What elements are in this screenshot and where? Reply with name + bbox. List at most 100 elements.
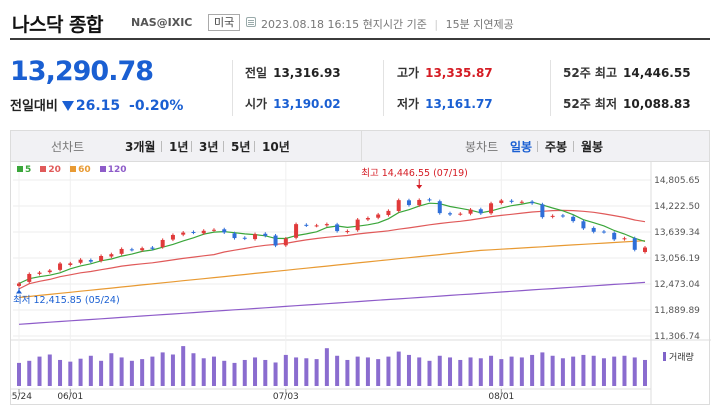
volume-bar (304, 358, 309, 386)
high-arrow-head (416, 185, 423, 190)
low-annotation: 최저 12,415.85 (05/24) (13, 295, 120, 306)
x-tick-label: 06/01 (57, 392, 83, 402)
candle-body (643, 247, 647, 253)
volume-bar (140, 359, 145, 386)
volume-bar (294, 357, 299, 386)
ma60-line (18, 240, 646, 299)
volume-bar (591, 355, 596, 386)
x-tick-label: 08/01 (488, 392, 514, 402)
tab-1year[interactable]: 1년 (169, 140, 189, 154)
candle-body (437, 201, 442, 214)
volume-label: 거래량 (663, 350, 694, 363)
volume-bar (160, 352, 165, 386)
volume-bar (68, 361, 73, 386)
tab-10years[interactable]: 10년 (262, 140, 290, 154)
price-chart[interactable]: 14,805.65 14,222.50 13,639.34 13,056.19 12,4… (10, 162, 711, 405)
volume-bar (17, 362, 21, 386)
tab-weekly[interactable]: 주봉 (545, 140, 568, 154)
candle-body (591, 227, 596, 232)
volume-bar (530, 354, 535, 386)
candle-body (560, 215, 565, 217)
candle-body (406, 200, 411, 206)
y-tick-label: 11,889.89 (654, 306, 700, 316)
candle-body (170, 234, 175, 240)
volume-bar (27, 360, 32, 386)
candle-body (222, 229, 227, 233)
high-annotation: 최고 14,446.55 (07/19) (361, 168, 468, 179)
volume-bar (222, 360, 227, 386)
legend-ma120: 120 (99, 165, 127, 175)
volume-bar (550, 355, 555, 386)
volume-bar (478, 358, 483, 386)
candle-body (550, 215, 555, 217)
candle-body (294, 224, 299, 238)
volume-bar (345, 359, 350, 386)
index-code: NAS@IXIC (131, 16, 193, 29)
volume-bar (396, 351, 401, 386)
legend-ma20: 20 (40, 165, 61, 175)
candle-body (273, 235, 278, 246)
volume-bar (560, 358, 565, 386)
volume-bar (170, 354, 175, 386)
x-tick-label: 05/24 (11, 392, 32, 402)
volume-bar (119, 357, 124, 386)
volume-bar (129, 360, 134, 386)
candle-body (150, 247, 155, 249)
candle-body (540, 204, 545, 218)
volume-bar (427, 360, 432, 386)
candle-body (601, 231, 606, 233)
tab-3years[interactable]: 3년 (199, 140, 219, 154)
candle-body (232, 233, 237, 239)
volume-bar (47, 354, 52, 386)
candle-body (448, 213, 453, 215)
candle-body (88, 260, 93, 262)
clock-icon (246, 17, 256, 27)
volume-bar (58, 359, 63, 386)
volume-bar (468, 357, 473, 386)
volume-bar (581, 354, 586, 386)
volume-bar (458, 359, 463, 386)
candle-body (581, 221, 586, 229)
candle-body (304, 224, 309, 226)
y-tick-label: 12,473.04 (654, 280, 700, 290)
y-tick-label: 14,805.65 (654, 176, 700, 186)
volume-bar (540, 352, 545, 386)
change-value: 26.15 (75, 98, 121, 114)
tab-5years[interactable]: 5년 (231, 140, 251, 154)
candle-body (345, 231, 350, 233)
candle-body (478, 209, 483, 214)
tab-daily[interactable]: 일봉 (510, 140, 533, 154)
candle-body (386, 210, 391, 216)
candle-body (181, 232, 186, 235)
tab-3months[interactable]: 3개월 (125, 140, 156, 154)
volume-bar (273, 362, 278, 386)
low-arrow-head (16, 289, 22, 294)
quote-header: 나스닥 종합 NAS@IXIC 미국 2023.08.18 16:15 현지시간… (10, 6, 710, 40)
volume-bar (283, 354, 288, 386)
candle-body (355, 219, 360, 231)
candle-body (119, 248, 124, 254)
candle-body (335, 224, 340, 232)
tab-monthly[interactable]: 월봉 (581, 140, 604, 154)
candle-body (58, 263, 63, 270)
volume-bar (519, 357, 524, 386)
candle-body (37, 272, 42, 274)
volume-bar (509, 356, 514, 386)
y-tick-label: 13,639.34 (654, 228, 700, 238)
volume-bar (355, 356, 360, 386)
volume-bar (406, 354, 411, 386)
volume-bar (242, 359, 247, 386)
divider (232, 60, 233, 116)
line-chart-label: 선차트 (51, 140, 85, 154)
candle-body (458, 213, 463, 215)
volume-bar (571, 356, 576, 386)
candle-body (314, 225, 319, 227)
change-percent: -0.20% (129, 98, 184, 114)
change-label: 전일대비 (10, 99, 58, 114)
volume-bar (448, 357, 453, 386)
candle-body (99, 256, 104, 261)
candle-body (612, 232, 617, 240)
y-tick-label: 14,222.50 (654, 202, 700, 212)
volume-bar (324, 348, 329, 386)
volume-bar (499, 359, 504, 386)
